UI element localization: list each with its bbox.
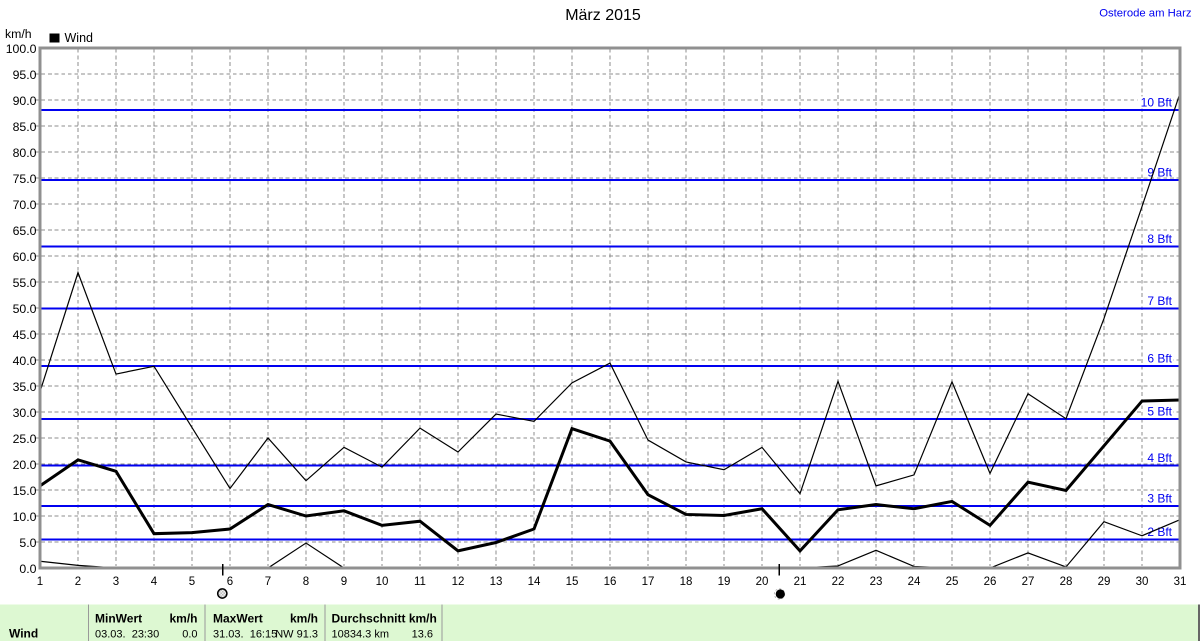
svg-text:Durchschnitt km/h: Durchschnitt km/h <box>332 612 437 626</box>
svg-text:4 Bft: 4 Bft <box>1147 451 1172 465</box>
svg-text:28: 28 <box>1060 576 1073 588</box>
svg-text:Wind: Wind <box>65 31 94 45</box>
svg-text:19: 19 <box>718 576 731 588</box>
svg-text:18: 18 <box>680 576 693 588</box>
svg-text:100.0: 100.0 <box>6 42 37 56</box>
svg-text:9: 9 <box>341 576 347 588</box>
svg-text:90.0: 90.0 <box>13 94 37 108</box>
svg-text:85.0: 85.0 <box>13 120 37 134</box>
svg-text:5: 5 <box>189 576 195 588</box>
svg-text:50.0: 50.0 <box>13 302 37 316</box>
svg-text:NW 91.3: NW 91.3 <box>275 629 318 641</box>
svg-text:7 Bft: 7 Bft <box>1147 294 1172 308</box>
svg-text:15: 15 <box>566 576 579 588</box>
svg-text:16: 16 <box>604 576 617 588</box>
svg-text:Osterode am Harz: Osterode am Harz <box>1099 7 1192 19</box>
svg-text:10.0: 10.0 <box>13 510 37 524</box>
svg-text:35.0: 35.0 <box>13 380 37 394</box>
svg-text:40.0: 40.0 <box>13 354 37 368</box>
svg-text:26: 26 <box>984 576 997 588</box>
svg-text:6: 6 <box>227 576 233 588</box>
svg-text:30: 30 <box>1136 576 1149 588</box>
svg-text:80.0: 80.0 <box>13 146 37 160</box>
svg-text:27: 27 <box>1022 576 1035 588</box>
svg-text:70.0: 70.0 <box>13 198 37 212</box>
svg-text:10 Bft: 10 Bft <box>1141 95 1173 109</box>
svg-text:13.6: 13.6 <box>412 629 433 641</box>
svg-text:13: 13 <box>490 576 503 588</box>
svg-text:20: 20 <box>756 576 769 588</box>
svg-text:30.0: 30.0 <box>13 406 37 420</box>
svg-text:3: 3 <box>113 576 119 588</box>
svg-text:km/h: km/h <box>5 27 32 41</box>
svg-text:10: 10 <box>376 576 389 588</box>
svg-text:75.0: 75.0 <box>13 172 37 186</box>
svg-text:Wind: Wind <box>9 627 38 641</box>
svg-text:5.0: 5.0 <box>19 536 36 550</box>
svg-text:8: 8 <box>303 576 309 588</box>
svg-text:9 Bft: 9 Bft <box>1147 166 1172 180</box>
svg-text:km/h: km/h <box>169 612 197 626</box>
svg-text:0.0: 0.0 <box>182 629 197 641</box>
svg-text:24: 24 <box>908 576 921 588</box>
svg-text:1: 1 <box>37 576 43 588</box>
svg-text:km/h: km/h <box>290 612 318 626</box>
svg-text:23: 23 <box>870 576 883 588</box>
svg-text:20.0: 20.0 <box>13 458 37 472</box>
svg-text:21: 21 <box>794 576 807 588</box>
svg-text:März 2015: März 2015 <box>565 7 641 24</box>
svg-text:MinWert: MinWert <box>95 612 142 626</box>
svg-text:3 Bft: 3 Bft <box>1147 492 1172 506</box>
svg-text:60.0: 60.0 <box>13 250 37 264</box>
svg-text:7: 7 <box>265 576 271 588</box>
svg-text:31: 31 <box>1174 576 1187 588</box>
svg-text:45.0: 45.0 <box>13 328 37 342</box>
svg-text:03.03. 23:30: 03.03. 23:30 <box>95 629 159 641</box>
svg-text:5 Bft: 5 Bft <box>1147 404 1172 418</box>
svg-text:MaxWert: MaxWert <box>213 612 263 626</box>
svg-text:10834.3 km: 10834.3 km <box>332 629 389 641</box>
svg-text:31.03. 16:15: 31.03. 16:15 <box>213 629 277 641</box>
svg-text:55.0: 55.0 <box>13 276 37 290</box>
svg-text:2: 2 <box>75 576 81 588</box>
svg-text:15.0: 15.0 <box>13 484 37 498</box>
svg-text:11: 11 <box>414 576 426 588</box>
svg-text:95.0: 95.0 <box>13 68 37 82</box>
svg-text:6 Bft: 6 Bft <box>1147 352 1172 366</box>
svg-text:29: 29 <box>1098 576 1111 588</box>
svg-text:14: 14 <box>528 576 541 588</box>
svg-text:12: 12 <box>452 576 465 588</box>
svg-text:4: 4 <box>151 576 158 588</box>
svg-text:25.0: 25.0 <box>13 432 37 446</box>
svg-text:65.0: 65.0 <box>13 224 37 238</box>
svg-text:0.0: 0.0 <box>19 562 36 576</box>
svg-text:17: 17 <box>642 576 655 588</box>
svg-text:25: 25 <box>946 576 959 588</box>
svg-text:2 Bft: 2 Bft <box>1147 525 1172 539</box>
svg-text:8 Bft: 8 Bft <box>1147 232 1172 246</box>
svg-text:22: 22 <box>832 576 845 588</box>
